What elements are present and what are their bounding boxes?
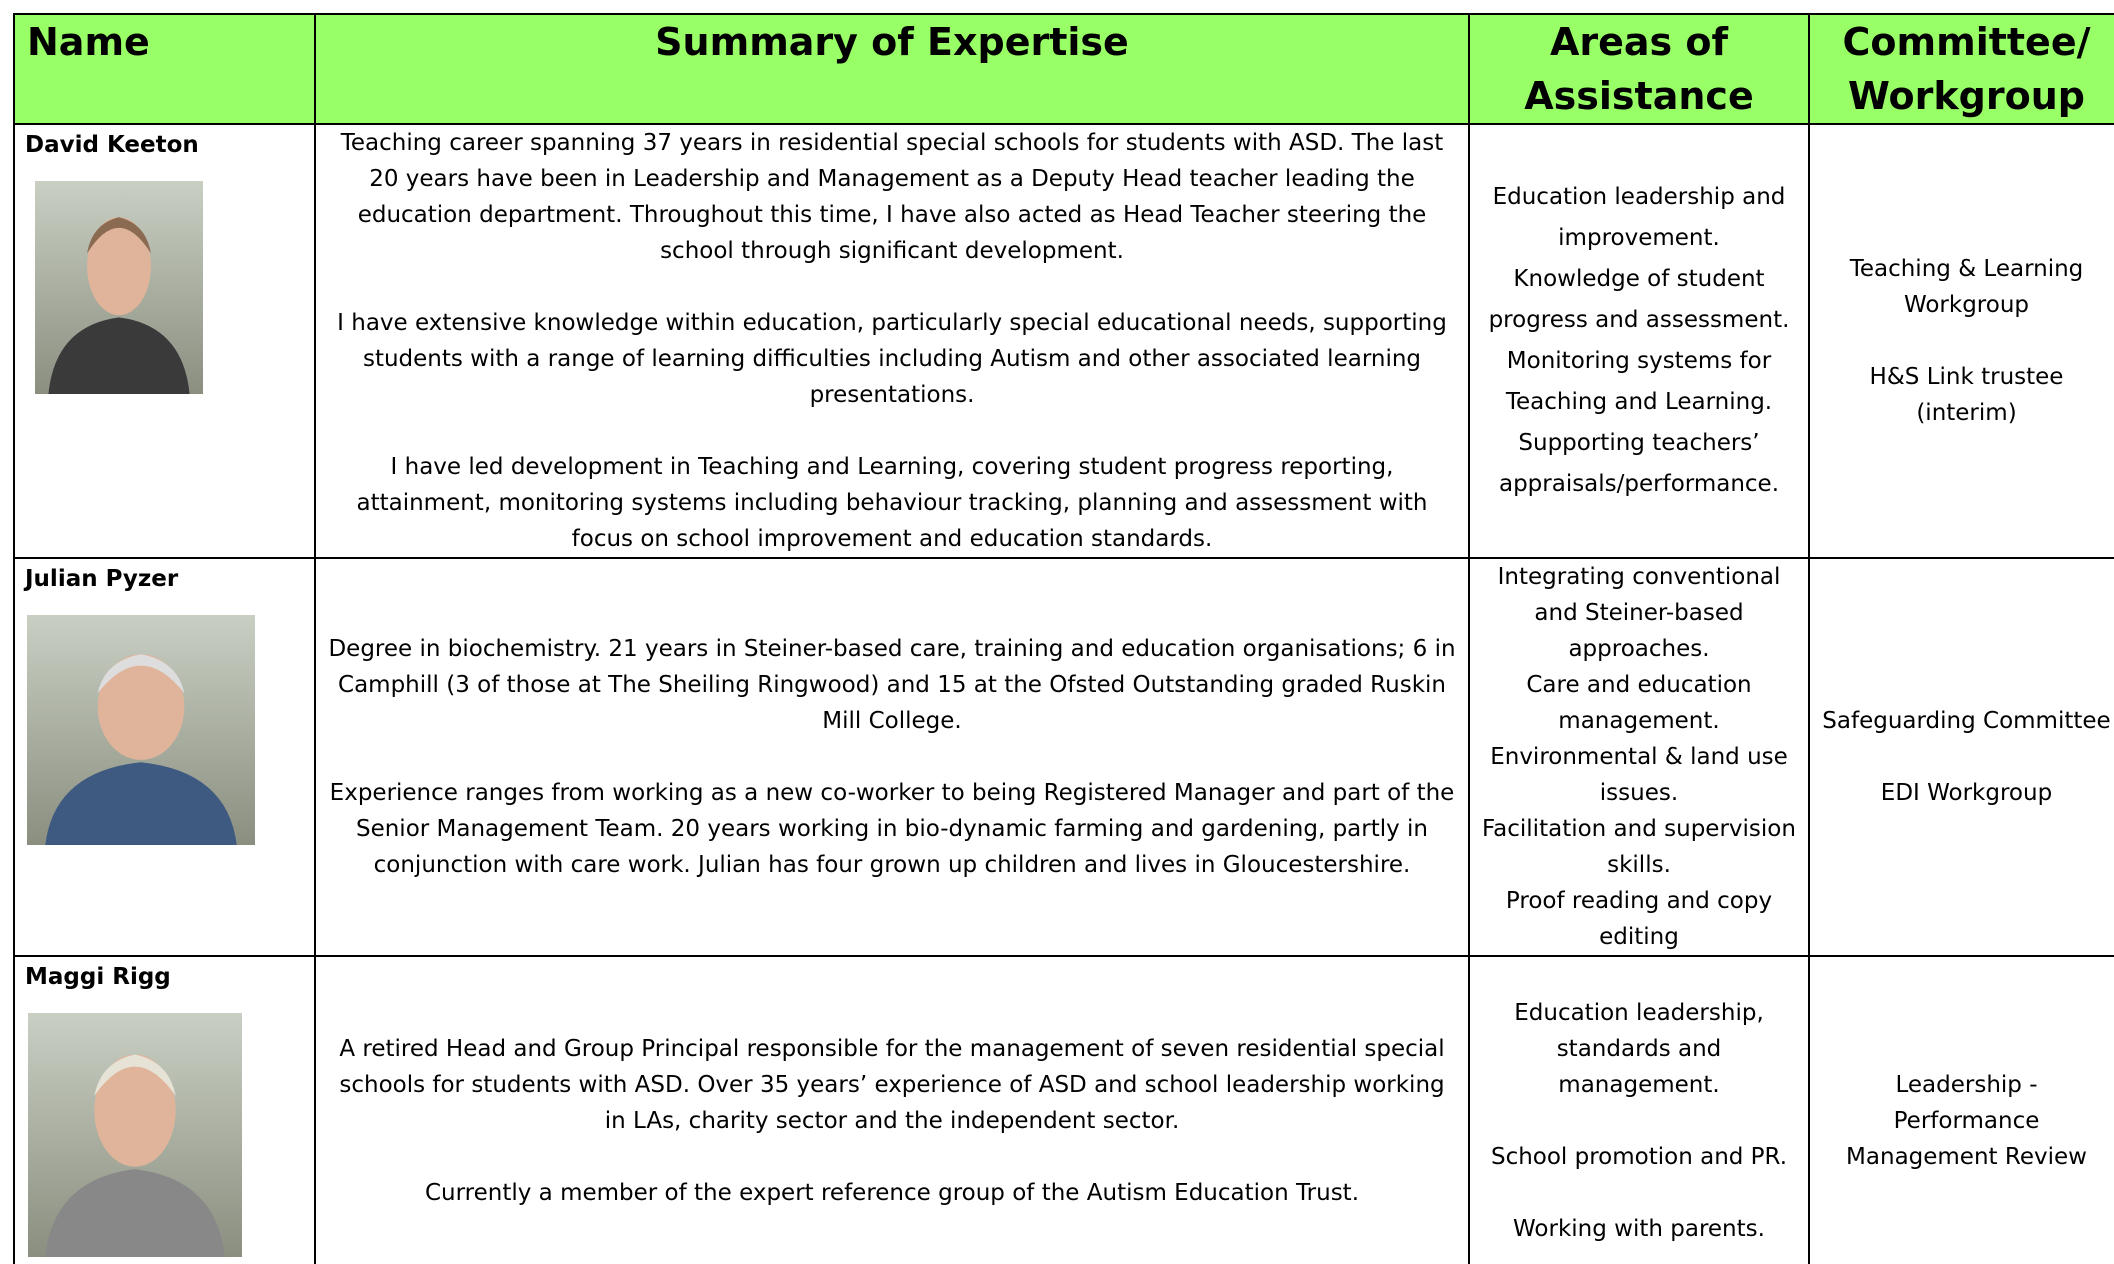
header-cell: Name — [13, 13, 316, 125]
area-item: Care and education management. — [1526, 672, 1752, 734]
areas-cell: Integrating conventional and Steiner-bas… — [1468, 557, 1810, 957]
area-item: Education leadership, standards and mana… — [1514, 1000, 1764, 1098]
committee-cell: Leadership - Performance Management Revi… — [1808, 955, 2114, 1264]
person-photo — [28, 1013, 242, 1257]
area-item: Supporting teachers’ appraisals/performa… — [1498, 430, 1780, 497]
committee-item: Teaching & Learning Workgroup — [1849, 256, 2084, 318]
areas-cell: Education leadership, standards and mana… — [1468, 955, 1810, 1264]
summary-paragraph: A retired Head and Group Principal respo… — [339, 1036, 1445, 1134]
summary-paragraph: Experience ranges from working as a new … — [329, 780, 1455, 878]
committee-item: Leadership - Performance Management Revi… — [1846, 1072, 2087, 1170]
expertise-table: Name Summary of Expertise Areas of Assis… — [13, 13, 2114, 1264]
row: Maggi Rigg A retired Head and Group Princ… — [13, 955, 2114, 1264]
summary-paragraph: Teaching career spanning 37 years in res… — [340, 130, 1444, 264]
area-item: Knowledge of student progress and assess… — [1488, 266, 1790, 333]
area-item: Proof reading and copy editing — [1505, 888, 1773, 950]
area-item: Integrating conventional and Steiner-bas… — [1497, 564, 1781, 662]
row: Julian Pyzer Degree in biochemistry. 21 y… — [13, 557, 2114, 957]
header-cell: Summary of Expertise — [314, 13, 1470, 125]
name-cell: Maggi Rigg — [13, 955, 316, 1264]
summary-paragraph: Degree in biochemistry. 21 years in Stei… — [328, 636, 1456, 734]
header-row: Name Summary of Expertise Areas of Assis… — [13, 13, 2114, 125]
person-name: Julian Pyzer — [25, 566, 179, 592]
header-cell: Areas of Assistance — [1468, 13, 1810, 125]
summary-paragraph: Currently a member of the expert referen… — [424, 1180, 1360, 1206]
summary-cell: Degree in biochemistry. 21 years in Stei… — [314, 557, 1470, 957]
area-item: School promotion and PR. — [1490, 1144, 1788, 1170]
photo-silhouette — [45, 1054, 225, 1257]
committee-item: EDI Workgroup — [1880, 780, 2053, 806]
person-name: David Keeton — [25, 132, 199, 158]
area-item: Monitoring systems for Teaching and Lear… — [1505, 348, 1773, 415]
area-item: Working with parents. — [1513, 1216, 1765, 1242]
committee-item: H&S Link trustee (interim) — [1869, 364, 2064, 426]
name-cell: David Keeton — [13, 123, 316, 559]
summary-cell: A retired Head and Group Principal respo… — [314, 955, 1470, 1264]
area-item: Education leadership and improvement. — [1492, 184, 1786, 251]
person-photo — [27, 615, 255, 845]
summary-paragraph: I have extensive knowledge within educat… — [337, 310, 1447, 408]
name-cell: Julian Pyzer — [13, 557, 316, 957]
committee-cell: Teaching & Learning Workgroup H&S Link tr… — [1808, 123, 2114, 559]
area-item: Facilitation and supervision skills. — [1482, 816, 1796, 878]
summary-cell: Teaching career spanning 37 years in res… — [314, 123, 1470, 559]
committee-cell: Safeguarding Committee EDI Workgroup — [1808, 557, 2114, 957]
photo-silhouette — [45, 654, 237, 845]
summary-paragraph: I have led development in Teaching and L… — [356, 454, 1428, 552]
table-wrap: Name Summary of Expertise Areas of Assis… — [13, 13, 2114, 1264]
person-photo — [35, 181, 203, 394]
header-cell: Committee/ Workgroup — [1808, 13, 2114, 125]
row: David Keeton Teaching career spanning 37 … — [13, 123, 2114, 559]
area-item: Environmental & land use issues. — [1490, 744, 1788, 806]
committee-item: Safeguarding Committee — [1822, 708, 2111, 734]
photo-silhouette — [48, 217, 190, 394]
areas-cell: Education leadership and improvement. Kno… — [1468, 123, 1810, 559]
person-name: Maggi Rigg — [25, 964, 171, 990]
